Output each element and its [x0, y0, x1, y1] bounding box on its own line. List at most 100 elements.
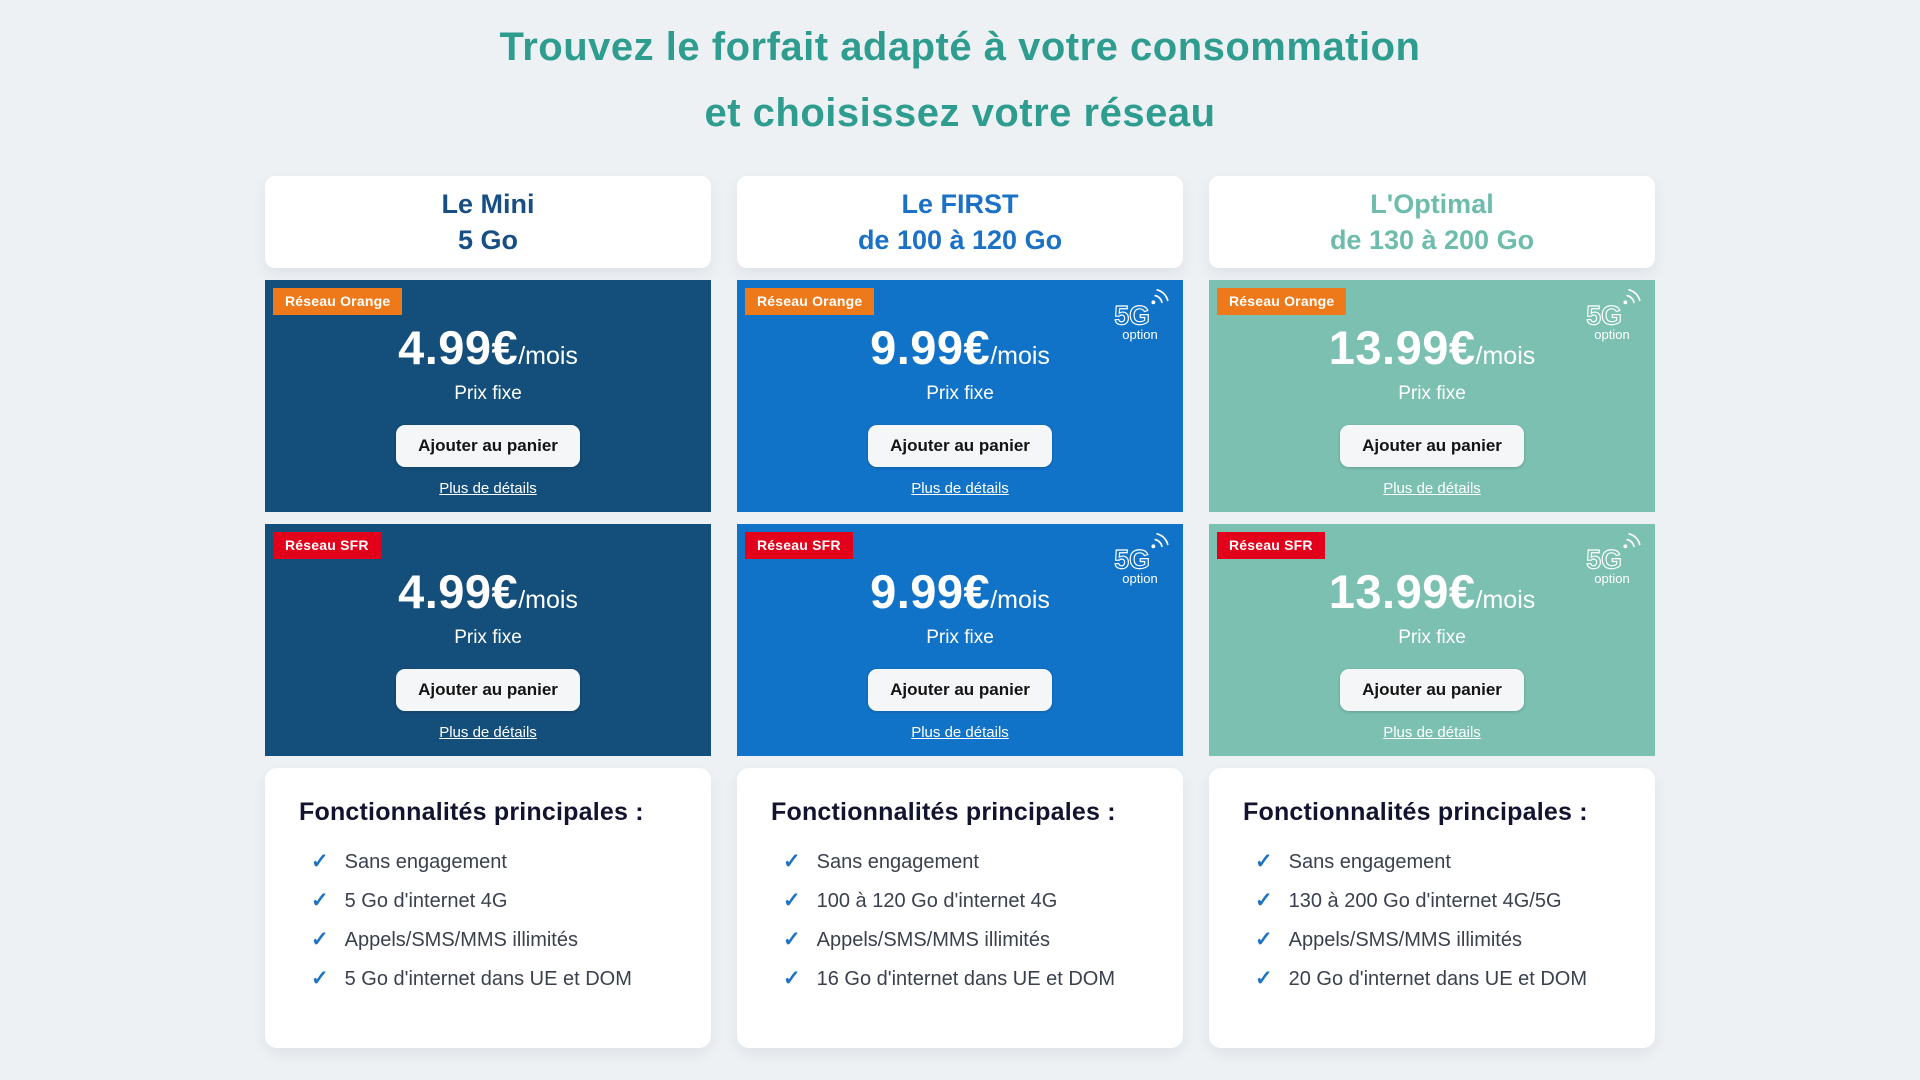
plan-header-mini: Le Mini 5 Go: [265, 176, 711, 268]
features-card-optimal: Fonctionnalités principales : ✓ Sans enga…: [1209, 768, 1655, 1048]
check-icon: ✓: [1255, 928, 1273, 951]
plan-title: Le Mini 5 Go: [442, 186, 535, 258]
add-to-cart-button[interactable]: Ajouter au panier: [1340, 669, 1524, 711]
fixed-price-label: Prix fixe: [454, 627, 522, 648]
check-icon: ✓: [311, 889, 329, 912]
more-details-link[interactable]: Plus de détails: [1383, 724, 1481, 741]
feature-text: 100 à 120 Go d'internet 4G: [816, 890, 1058, 912]
fixed-price-label: Prix fixe: [926, 383, 994, 404]
feature-text: Sans engagement: [344, 851, 507, 873]
feature-item: ✓ Sans engagement: [783, 849, 1159, 874]
price-row: 4.99€ /mois: [398, 564, 578, 619]
feature-text: 130 à 200 Go d'internet 4G/5G: [1288, 890, 1562, 912]
price-value: 9.99€: [870, 565, 991, 618]
svg-text:5G: 5G: [1114, 300, 1150, 330]
check-icon: ✓: [783, 967, 801, 990]
feature-text: Appels/SMS/MMS illimités: [1288, 929, 1522, 951]
feature-item: ✓ Sans engagement: [311, 849, 687, 874]
feature-text: Appels/SMS/MMS illimités: [344, 929, 578, 951]
price-period: /mois: [1475, 586, 1536, 614]
feature-text: 5 Go d'internet 4G: [344, 890, 508, 912]
feature-item: ✓ Appels/SMS/MMS illimités: [311, 927, 687, 952]
add-to-cart-button[interactable]: Ajouter au panier: [1340, 425, 1524, 467]
price-row: 13.99€ /mois: [1329, 564, 1536, 619]
feature-item: ✓ 130 à 200 Go d'internet 4G/5G: [1255, 888, 1631, 913]
price-period: /mois: [518, 342, 578, 370]
features-list: ✓ Sans engagement ✓ 130 à 200 Go d'interne…: [1243, 849, 1631, 991]
plan-column-mini: Le Mini 5 Go Réseau Orange 4.99€ /mois P…: [265, 176, 711, 1048]
check-icon: ✓: [783, 928, 801, 951]
5g-option-label: option: [1122, 327, 1158, 342]
add-to-cart-button[interactable]: Ajouter au panier: [868, 425, 1052, 467]
fixed-price-label: Prix fixe: [454, 383, 522, 404]
plan-column-optimal: L'Optimal de 130 à 200 Go Réseau Orange …: [1209, 176, 1655, 1048]
5g-option-label: option: [1122, 571, 1158, 586]
offer-card-mini-orange: Réseau Orange 4.99€ /mois Prix fixe Ajou…: [265, 280, 711, 512]
features-title: Fonctionnalités principales :: [1243, 798, 1588, 826]
plan-title-line1: Le FIRST: [901, 189, 1019, 219]
price-value: 9.99€: [870, 321, 991, 374]
feature-item: ✓ 16 Go d'internet dans UE et DOM: [783, 966, 1159, 991]
svg-text:5G: 5G: [1586, 544, 1622, 574]
price-row: 9.99€ /mois: [870, 320, 1050, 375]
feature-item: ✓ 100 à 120 Go d'internet 4G: [783, 888, 1159, 913]
page-title-line2: et choisissez votre réseau: [704, 91, 1216, 135]
features-title: Fonctionnalités principales :: [771, 798, 1116, 826]
price-value: 4.99€: [398, 321, 519, 374]
offer-card-first-sfr: Réseau SFR 5G option 9.99€ /mois Prix fi…: [737, 524, 1183, 756]
feature-text: 20 Go d'internet dans UE et DOM: [1288, 968, 1588, 990]
more-details-link[interactable]: Plus de détails: [439, 480, 537, 497]
check-icon: ✓: [783, 889, 801, 912]
feature-text: Sans engagement: [816, 851, 979, 873]
network-badge-orange: Réseau Orange: [1217, 288, 1347, 315]
network-badge-sfr: Réseau SFR: [745, 532, 853, 559]
network-badge-sfr: Réseau SFR: [273, 532, 381, 559]
price-period: /mois: [1475, 342, 1536, 370]
page-title-line1: Trouvez le forfait adapté à votre consom…: [499, 25, 1421, 69]
check-icon: ✓: [311, 967, 329, 990]
features-list: ✓ Sans engagement ✓ 100 à 120 Go d'interne…: [771, 849, 1159, 991]
fixed-price-label: Prix fixe: [1398, 627, 1466, 648]
check-icon: ✓: [1255, 967, 1273, 990]
check-icon: ✓: [1255, 850, 1273, 873]
price-value: 13.99€: [1328, 565, 1476, 618]
offer-card-optimal-orange: Réseau Orange 5G option 13.99€ /mois Pri…: [1209, 280, 1655, 512]
more-details-link[interactable]: Plus de détails: [911, 724, 1009, 741]
plan-title-line2: de 100 à 120 Go: [857, 225, 1063, 255]
add-to-cart-button[interactable]: Ajouter au panier: [396, 425, 580, 467]
feature-text: 16 Go d'internet dans UE et DOM: [816, 968, 1116, 990]
fixed-price-label: Prix fixe: [1398, 383, 1466, 404]
more-details-link[interactable]: Plus de détails: [911, 480, 1009, 497]
price-period: /mois: [990, 342, 1050, 370]
plans-row: Le Mini 5 Go Réseau Orange 4.99€ /mois P…: [0, 176, 1920, 1048]
check-icon: ✓: [311, 850, 329, 873]
network-badge-sfr: Réseau SFR: [1217, 532, 1325, 559]
feature-text: 5 Go d'internet dans UE et DOM: [344, 968, 632, 990]
plan-title-line2: 5 Go: [457, 225, 518, 255]
plan-title: Le FIRST de 100 à 120 Go: [858, 186, 1062, 258]
more-details-link[interactable]: Plus de détails: [439, 724, 537, 741]
check-icon: ✓: [783, 850, 801, 873]
features-list: ✓ Sans engagement ✓ 5 Go d'internet 4G ✓ Ap…: [299, 849, 687, 991]
feature-item: ✓ 5 Go d'internet 4G: [311, 888, 687, 913]
feature-item: ✓ 20 Go d'internet dans UE et DOM: [1255, 966, 1631, 991]
feature-text: Appels/SMS/MMS illimités: [816, 929, 1050, 951]
plan-title-line1: L'Optimal: [1370, 189, 1494, 219]
offer-card-optimal-sfr: Réseau SFR 5G option 13.99€ /mois Prix f…: [1209, 524, 1655, 756]
page-title: Trouvez le forfait adapté à votre consom…: [0, 14, 1920, 146]
price-row: 4.99€ /mois: [398, 320, 578, 375]
price-period: /mois: [990, 586, 1050, 614]
offer-card-first-orange: Réseau Orange 5G option 9.99€ /mois Prix…: [737, 280, 1183, 512]
price-value: 4.99€: [398, 565, 519, 618]
price-value: 13.99€: [1328, 321, 1476, 374]
network-badge-orange: Réseau Orange: [273, 288, 403, 315]
more-details-link[interactable]: Plus de détails: [1383, 480, 1481, 497]
features-card-mini: Fonctionnalités principales : ✓ Sans enga…: [265, 768, 711, 1048]
add-to-cart-button[interactable]: Ajouter au panier: [396, 669, 580, 711]
add-to-cart-button[interactable]: Ajouter au panier: [868, 669, 1052, 711]
5g-option-label: option: [1594, 327, 1630, 342]
check-icon: ✓: [1255, 889, 1273, 912]
svg-text:5G: 5G: [1114, 544, 1150, 574]
fixed-price-label: Prix fixe: [926, 627, 994, 648]
